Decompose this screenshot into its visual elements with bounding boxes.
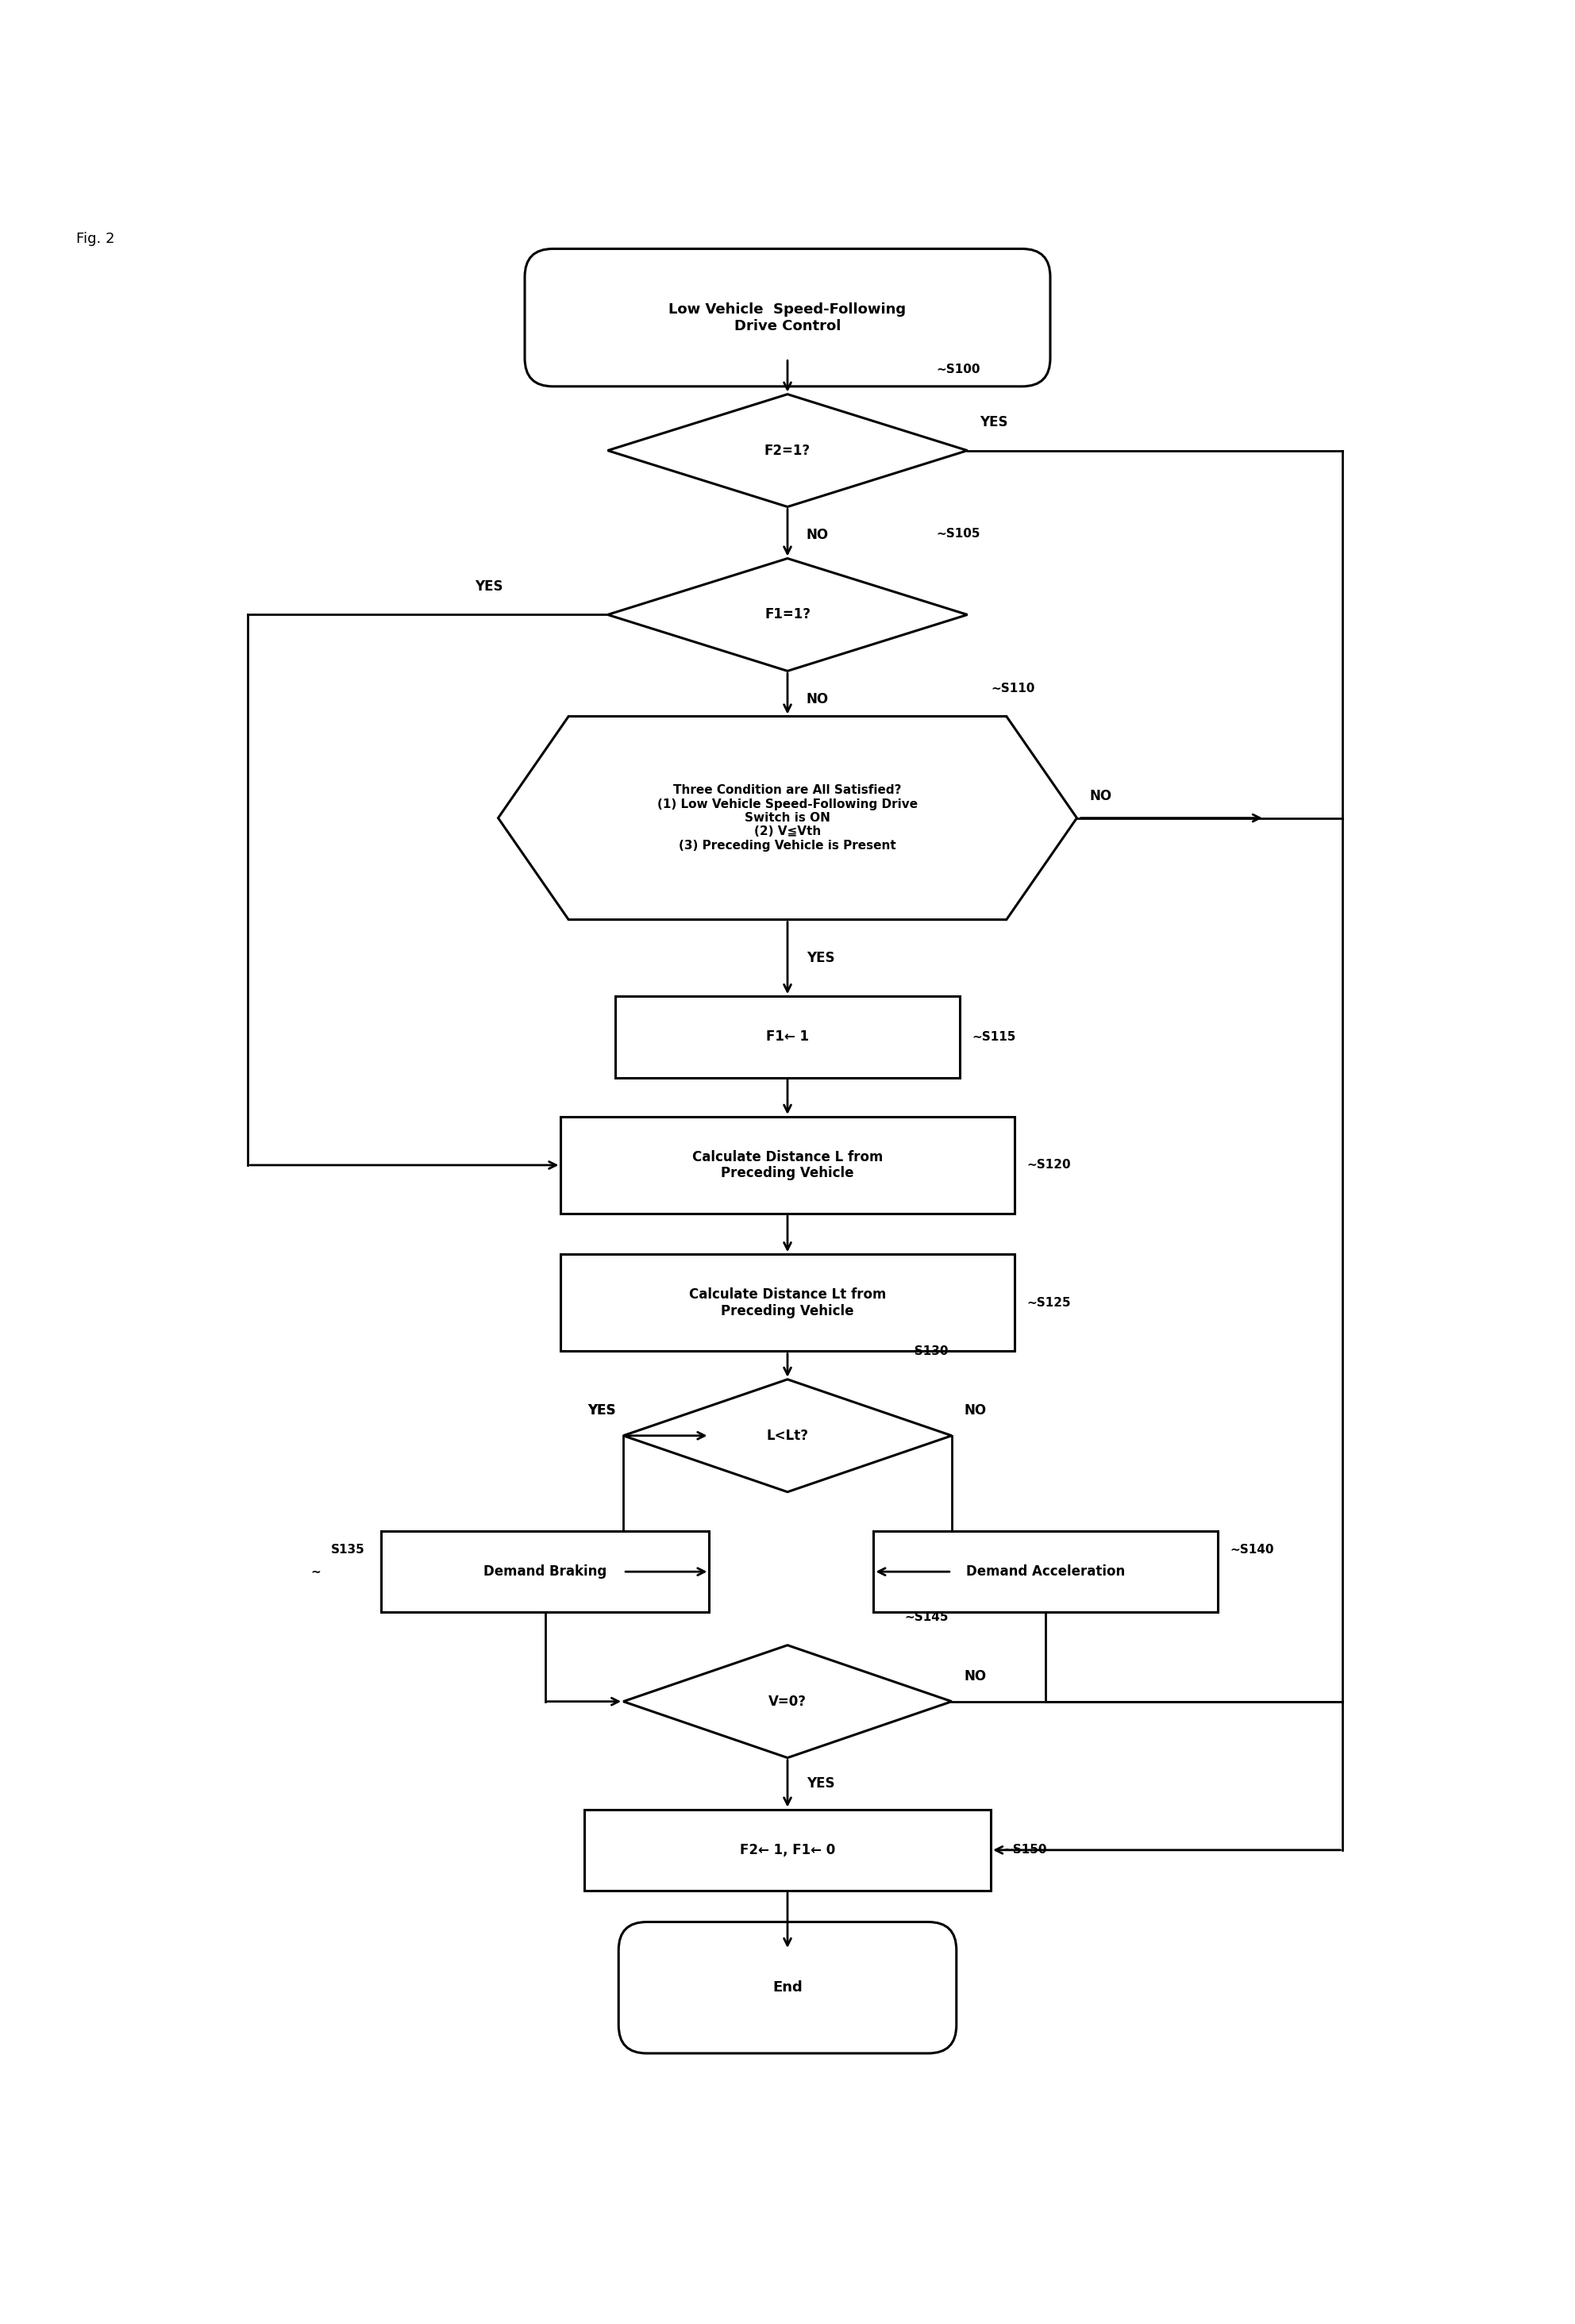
Text: F1← 1: F1← 1 bbox=[765, 1030, 810, 1043]
Text: ∼S130: ∼S130 bbox=[904, 1346, 948, 1357]
Text: NO: NO bbox=[806, 693, 828, 706]
Text: ∼S105: ∼S105 bbox=[936, 528, 980, 539]
Text: Demand Acceleration: Demand Acceleration bbox=[965, 1564, 1125, 1578]
FancyBboxPatch shape bbox=[524, 249, 1051, 386]
Bar bbox=[381, 1532, 709, 1613]
Text: ∼S125: ∼S125 bbox=[1027, 1297, 1071, 1308]
Text: ∼S140: ∼S140 bbox=[1230, 1543, 1274, 1555]
Polygon shape bbox=[608, 395, 967, 507]
Text: NO: NO bbox=[1090, 788, 1112, 804]
Text: F1=1?: F1=1? bbox=[764, 607, 811, 623]
Bar bbox=[874, 1532, 1217, 1613]
Text: Calculate Distance Lt from
Preceding Vehicle: Calculate Distance Lt from Preceding Veh… bbox=[688, 1287, 887, 1318]
Text: ∼: ∼ bbox=[310, 1566, 321, 1578]
Text: ∼S120: ∼S120 bbox=[1027, 1160, 1071, 1171]
Text: NO: NO bbox=[964, 1404, 986, 1418]
Polygon shape bbox=[498, 716, 1077, 920]
Text: S135: S135 bbox=[331, 1543, 365, 1555]
Text: ∼S150: ∼S150 bbox=[1003, 1843, 1047, 1857]
Text: V=0?: V=0? bbox=[769, 1694, 806, 1708]
Text: Low Vehicle  Speed-Following
Drive Control: Low Vehicle Speed-Following Drive Contro… bbox=[669, 302, 906, 332]
Text: YES: YES bbox=[474, 579, 502, 593]
Text: ∼S145: ∼S145 bbox=[904, 1611, 948, 1622]
Text: YES: YES bbox=[587, 1404, 616, 1418]
Text: YES: YES bbox=[806, 951, 835, 964]
Polygon shape bbox=[624, 1645, 951, 1757]
Polygon shape bbox=[624, 1380, 951, 1492]
FancyBboxPatch shape bbox=[619, 1922, 956, 2054]
Text: Fig. 2: Fig. 2 bbox=[76, 232, 115, 246]
Text: L<Lt?: L<Lt? bbox=[767, 1429, 808, 1443]
Text: Demand Braking: Demand Braking bbox=[484, 1564, 606, 1578]
Text: ∼S115: ∼S115 bbox=[972, 1032, 1016, 1043]
Text: Three Condition are All Satisfied?
(1) Low Vehicle Speed-Following Drive
Switch : Three Condition are All Satisfied? (1) L… bbox=[657, 786, 918, 851]
Text: YES: YES bbox=[980, 416, 1008, 430]
Bar bbox=[616, 997, 959, 1078]
Text: End: End bbox=[772, 1980, 803, 1994]
Text: NO: NO bbox=[964, 1669, 986, 1683]
Text: ∼S100: ∼S100 bbox=[936, 363, 980, 374]
Text: F2=1?: F2=1? bbox=[764, 444, 811, 458]
Bar bbox=[584, 1810, 991, 1892]
Text: F2← 1, F1← 0: F2← 1, F1← 0 bbox=[740, 1843, 835, 1857]
Text: YES: YES bbox=[587, 1404, 616, 1418]
Text: ∼S110: ∼S110 bbox=[991, 683, 1035, 695]
Bar bbox=[561, 1255, 1014, 1350]
Bar bbox=[561, 1116, 1014, 1213]
Polygon shape bbox=[608, 558, 967, 672]
Text: NO: NO bbox=[806, 528, 828, 541]
Text: Calculate Distance L from
Preceding Vehicle: Calculate Distance L from Preceding Vehi… bbox=[691, 1150, 884, 1181]
Text: YES: YES bbox=[806, 1776, 835, 1792]
